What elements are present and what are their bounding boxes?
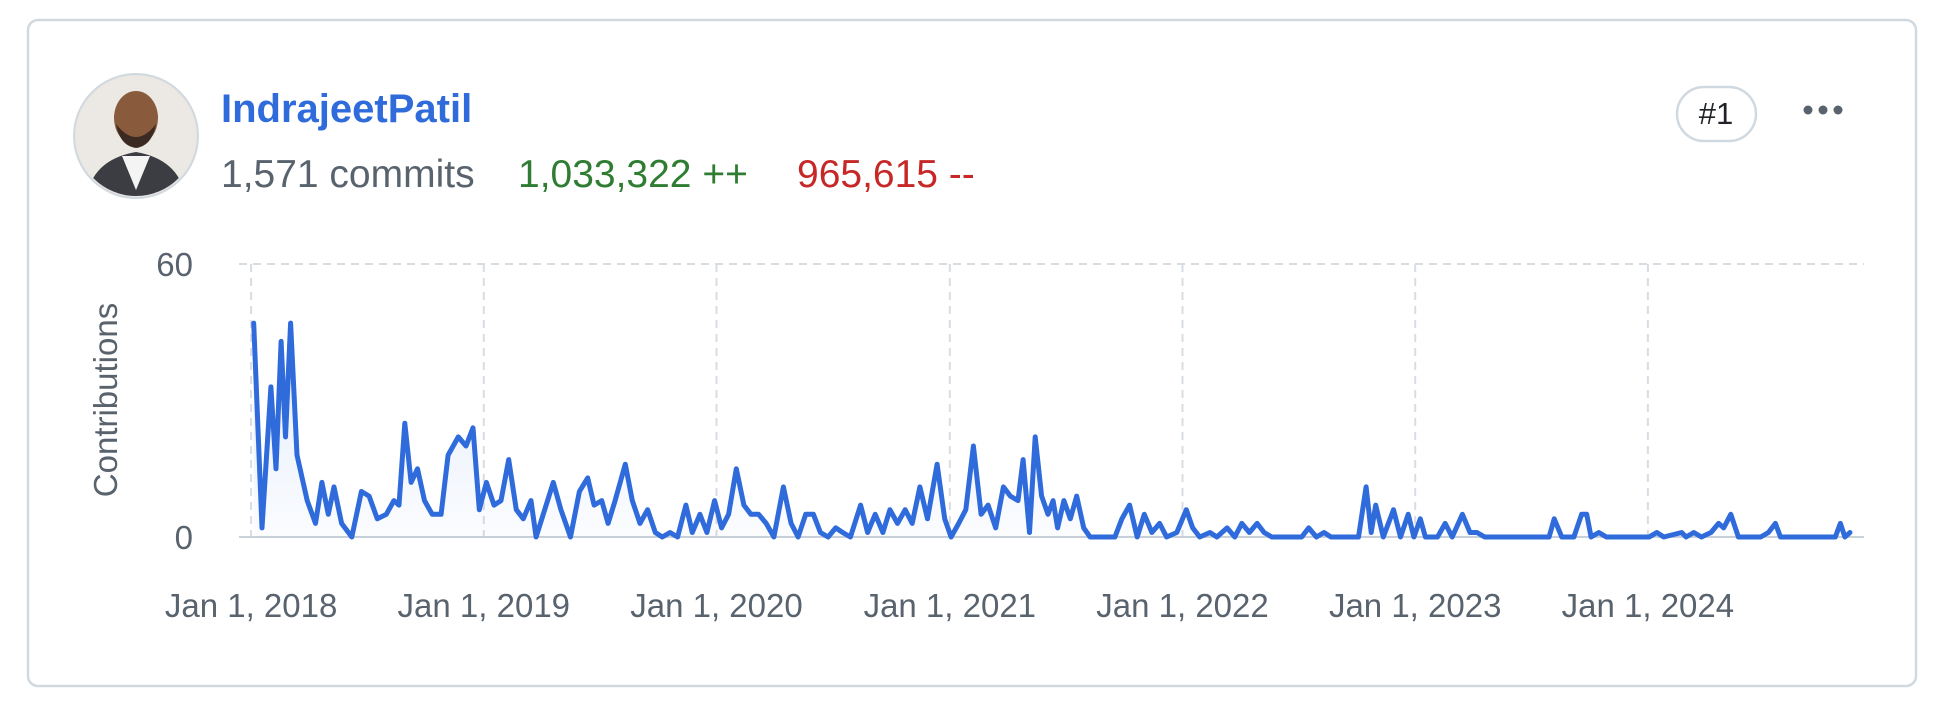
y-axis-label: Contributions (87, 303, 124, 497)
x-tick-label: Jan 1, 2021 (864, 587, 1036, 624)
x-tick-label: Jan 1, 2022 (1096, 587, 1268, 624)
y-tick-label: 60 (156, 246, 193, 283)
y-tick-label: 0 (175, 519, 193, 556)
series-area (253, 323, 1851, 537)
additions: 1,033,322 ++ (518, 153, 748, 196)
plot: Jan 1, 2018 Jan 1, 2019 Jan 1, 2020 Jan 1, … (156, 246, 1864, 624)
x-tick-label: Jan 1, 2018 (165, 587, 337, 624)
rank: #1 (1699, 96, 1733, 131)
x-tick-label: Jan 1, 2024 (1562, 587, 1734, 624)
rank-badge (1675, 85, 1758, 143)
x-tick-label: Jan 1, 2023 (1329, 587, 1501, 624)
username[interactable]: IndrajeetPatil (221, 87, 472, 131)
more-options[interactable] (1803, 105, 1843, 115)
deletions: 965,615 -- (797, 153, 975, 196)
stats-line: 1,571 commits 1,033,322 ++ 965,615 -- (221, 153, 975, 196)
series-line (251, 320, 1853, 540)
commits: 1,571 commits (221, 153, 475, 196)
x-tick-label: Jan 1, 2020 (630, 587, 802, 624)
avatar[interactable] (70, 70, 202, 202)
x-tick-label: Jan 1, 2019 (398, 587, 570, 624)
